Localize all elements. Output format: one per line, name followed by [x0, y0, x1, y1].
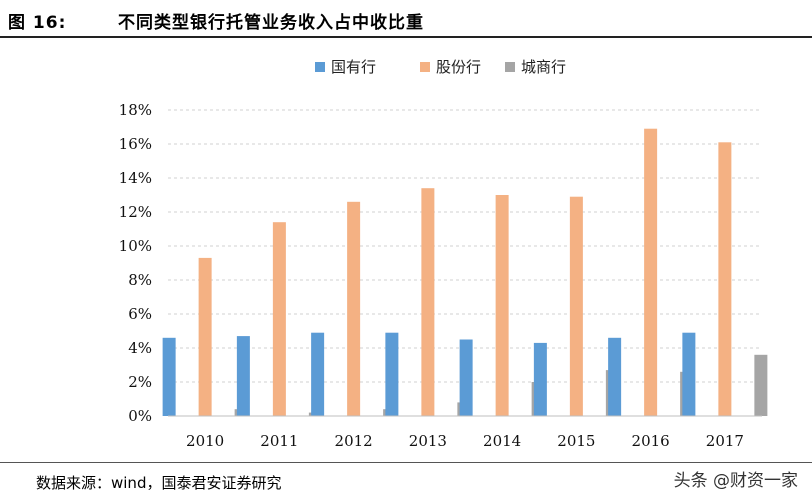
bar	[754, 354, 768, 416]
bar	[385, 332, 399, 416]
bar-group-2015	[533, 196, 619, 416]
legend-item: 城商行	[505, 58, 566, 76]
figure-title: 不同类型银行托管业务收入占中收比重	[118, 13, 424, 33]
chart-bars	[162, 128, 768, 417]
bar	[421, 188, 435, 416]
bar	[718, 142, 732, 417]
y-tick-label: 16%	[119, 135, 152, 153]
y-axis: 0% 2% 4% 6% 8% 10% 12% 14% 16% 18%	[119, 101, 152, 425]
y-tick-label: 6%	[128, 305, 152, 323]
bar	[495, 195, 509, 416]
y-tick-label: 8%	[128, 271, 152, 289]
bar	[682, 332, 696, 416]
chart-legend: 国有行 股份行 城商行	[315, 58, 566, 76]
source-note: 数据来源：wind，国泰君安证券研究	[36, 474, 282, 492]
bar-group-2010	[162, 257, 248, 416]
bar-group-2011	[236, 222, 322, 416]
footer-rule	[0, 462, 812, 463]
x-axis: 2010 2011 2012 2013 2014 2015 2016 2017	[168, 415, 762, 450]
y-tick-label: 10%	[119, 237, 152, 255]
legend-label: 股份行	[436, 58, 481, 76]
header-rule	[0, 36, 812, 38]
bar	[272, 222, 286, 416]
bar-group-2014	[459, 195, 545, 416]
y-tick-label: 0%	[128, 407, 152, 425]
y-tick-label: 14%	[119, 169, 152, 187]
x-tick-label: 2011	[260, 432, 298, 450]
bar	[608, 337, 622, 416]
legend-item: 国有行	[315, 58, 376, 76]
watermark: 头条 @财资一家	[673, 471, 798, 491]
bar	[162, 337, 176, 416]
x-tick-label: 2010	[186, 432, 224, 450]
x-tick-label: 2014	[483, 432, 521, 450]
bar	[644, 128, 658, 416]
figure-header: 图 16: 不同类型银行托管业务收入占中收比重	[0, 0, 812, 36]
figure-label: 图 16:	[8, 13, 67, 33]
bar-group-2017	[682, 142, 768, 417]
x-tick-label: 2016	[632, 432, 670, 450]
legend-swatch	[505, 62, 515, 72]
y-tick-label: 12%	[119, 203, 152, 221]
bar-group-2016	[608, 128, 694, 416]
y-tick-label: 18%	[119, 101, 152, 119]
x-tick-label: 2013	[409, 432, 447, 450]
legend-swatch	[420, 62, 430, 72]
legend-label: 城商行	[521, 58, 566, 76]
bar	[311, 332, 325, 416]
legend-swatch	[315, 62, 325, 72]
bar-chart: 国有行 股份行 城商行 0% 2% 4% 6% 8% 10% 12% 14% 16% 18% 2010…	[119, 58, 768, 450]
legend-item: 股份行	[420, 58, 481, 76]
bar	[236, 336, 250, 416]
chart-gridlines	[168, 109, 762, 383]
x-tick-label: 2012	[335, 432, 373, 450]
y-tick-label: 2%	[128, 373, 152, 391]
y-tick-label: 4%	[128, 339, 152, 357]
bar	[347, 201, 361, 416]
bar-group-2012	[311, 201, 397, 416]
legend-label: 国有行	[331, 58, 376, 76]
x-tick-label: 2015	[557, 432, 595, 450]
bar	[198, 257, 212, 416]
bar	[533, 342, 547, 416]
bar	[569, 196, 583, 416]
bar	[459, 339, 473, 416]
x-tick-label: 2017	[706, 432, 744, 450]
